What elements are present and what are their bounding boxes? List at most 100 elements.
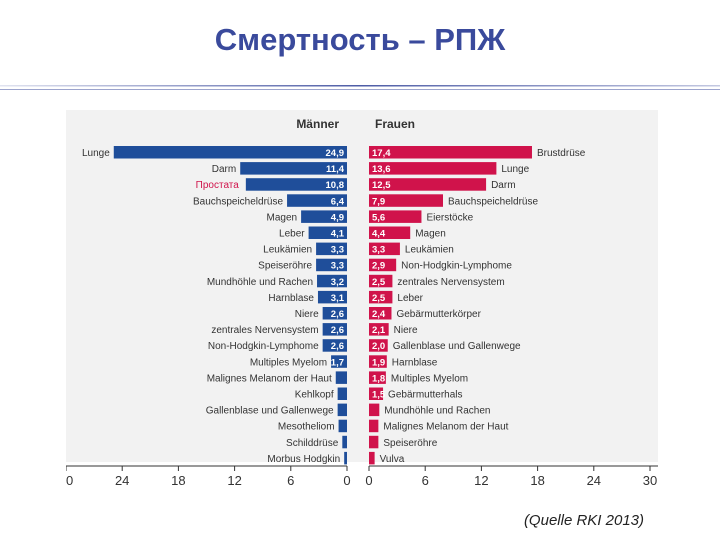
category-label-women: Mundhöhle und Rachen	[384, 406, 490, 417]
category-label-women: Magen	[415, 229, 446, 240]
category-label-women: Brustdrüse	[537, 148, 586, 159]
category-label-men: Malignes Melanom der Haut	[207, 373, 332, 384]
bar-men	[344, 451, 347, 465]
category-label-men: Bauchspeicheldrüse	[193, 196, 283, 207]
category-label-men: Gallenblase und Gallenwege	[206, 406, 334, 417]
category-label-men: Harnblase	[268, 293, 314, 304]
data-label-women: 1,9	[372, 357, 385, 368]
bar-men	[337, 387, 347, 400]
data-label-women: 3,3	[372, 245, 385, 256]
data-label-women: 4,4	[372, 229, 386, 240]
series-header-men: Männer	[296, 117, 339, 131]
bar-men	[335, 371, 347, 384]
data-label-men: 2,6	[331, 309, 344, 320]
category-label-men: Leukämien	[263, 245, 312, 256]
category-label-men: Mesotheliom	[278, 422, 335, 433]
data-label-men: 3,1	[331, 293, 345, 304]
data-label-men: 3,2	[331, 277, 344, 288]
bar-men	[240, 162, 347, 175]
data-label-women: 13,6	[372, 164, 391, 175]
data-label-men: 3,3	[331, 261, 344, 272]
bar-women	[369, 323, 389, 336]
bar-women	[369, 210, 422, 223]
bar-women	[369, 371, 386, 384]
category-label-women: Harnblase	[392, 357, 438, 368]
bar-women	[369, 355, 387, 368]
bar-women	[369, 274, 393, 288]
data-label-women: 2,1	[372, 325, 386, 336]
category-label-women: zentrales Nervensystem	[397, 277, 504, 288]
category-label-women: Gebärmutterkörper	[396, 309, 481, 320]
bar-women	[369, 435, 379, 449]
bar-women	[369, 226, 411, 239]
data-label-men: 4,1	[331, 229, 345, 240]
bar-women	[369, 290, 393, 304]
category-label-men: Magen	[267, 212, 298, 223]
category-label-men: Schilddrüse	[286, 438, 339, 449]
mortality-chart: Männer Frauen 24,9 Lunge 11,4 Darm 10,8 6,4 Bauc…	[59, 110, 658, 496]
bar-women	[369, 403, 380, 417]
bar-men	[322, 323, 347, 336]
chart-canvas: Männer Frauen 24,9 Lunge 11,4 Darm 10,8 6,4 Bauc…	[59, 110, 658, 488]
data-label-women: 2,5	[372, 277, 386, 288]
category-label-men: Darm	[212, 164, 236, 175]
category-label-men: Kehlkopf	[295, 390, 334, 401]
bar-women	[369, 419, 379, 433]
bar-women	[369, 307, 392, 320]
category-label-men: Multiples Myelom	[250, 357, 327, 368]
bar-women	[369, 242, 400, 256]
source-note: (Quelle RKI 2013)	[523, 512, 644, 529]
data-label-men: 11,4	[326, 164, 345, 175]
bar-women	[369, 194, 443, 207]
category-label-men: Leber	[279, 229, 305, 240]
data-label-men: 24,9	[326, 148, 345, 159]
data-label-men: 3,3	[331, 245, 344, 256]
tick-label-men: 18	[171, 473, 185, 488]
series-header-women: Frauen	[375, 117, 415, 131]
category-label-women: Speiseröhre	[383, 438, 437, 449]
category-label-women: Malignes Melanom der Haut	[383, 422, 508, 433]
bar-men	[322, 339, 347, 352]
category-label-women: Leukämien	[405, 245, 454, 256]
data-label-women: 2,4	[372, 309, 386, 320]
bar-women	[369, 258, 397, 272]
bar-men	[317, 274, 347, 288]
tick-label-women: 24	[587, 473, 601, 488]
bar-men	[287, 194, 347, 207]
slide-title: Смертность – РПЖ	[214, 22, 506, 57]
bar-men	[316, 258, 347, 272]
tick-label-women: 30	[643, 473, 657, 488]
tick-label-men: 6	[287, 473, 294, 488]
bar-women	[369, 339, 388, 352]
bar-men	[317, 290, 347, 304]
category-label-men: Non-Hodgkin-Lymphome	[208, 341, 319, 352]
data-label-men: 2,6	[331, 325, 344, 336]
bar-men	[308, 226, 347, 239]
data-label-women: 2,9	[372, 261, 385, 272]
category-label-women: Gebärmutterhals	[388, 390, 462, 401]
title-divider	[0, 85, 720, 90]
category-label-men: Lunge	[82, 148, 110, 159]
bar-women	[369, 162, 497, 175]
category-label-women: Non-Hodgkin-Lymphome	[401, 261, 512, 272]
bar-women	[369, 451, 375, 465]
category-label-women: Lunge	[501, 164, 529, 175]
data-label-men: 6,4	[331, 196, 345, 207]
data-label-women: 1,8	[372, 373, 385, 384]
annotation-prostate: Простата	[196, 180, 240, 191]
tick-label-men: 0	[343, 473, 350, 488]
data-label-women: 7,9	[372, 196, 385, 207]
category-label-women: Niere	[394, 325, 418, 336]
tick-label-women: 0	[365, 473, 372, 488]
data-label-women: 12,5	[372, 180, 391, 191]
category-label-women: Bauchspeicheldrüse	[448, 196, 538, 207]
bar-women	[369, 387, 384, 400]
category-label-women: Eierstöcke	[426, 212, 473, 223]
category-label-men: Morbus Hodgkin	[267, 454, 340, 465]
bar-men	[331, 355, 347, 368]
bar-men	[337, 403, 347, 417]
data-label-women: 1,5	[372, 390, 386, 401]
tick-label-women: 6	[422, 473, 429, 488]
bar-men	[245, 178, 347, 191]
data-label-men: 4,9	[331, 212, 344, 223]
